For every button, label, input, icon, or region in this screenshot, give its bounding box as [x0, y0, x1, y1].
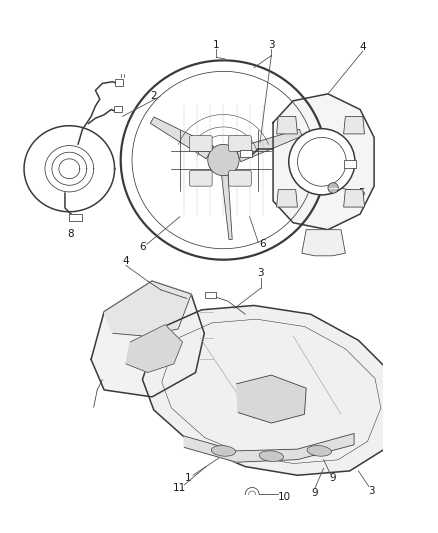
Polygon shape [236, 130, 302, 161]
Text: 3: 3 [368, 486, 375, 496]
Circle shape [328, 183, 339, 193]
Polygon shape [91, 281, 204, 397]
FancyBboxPatch shape [115, 79, 124, 86]
Polygon shape [237, 375, 306, 423]
Polygon shape [276, 117, 297, 134]
Polygon shape [344, 190, 364, 207]
FancyBboxPatch shape [344, 160, 356, 168]
FancyBboxPatch shape [240, 150, 252, 157]
Text: 9: 9 [329, 473, 336, 483]
Text: 10: 10 [278, 492, 291, 502]
Polygon shape [150, 117, 213, 159]
Polygon shape [302, 230, 345, 256]
Text: 1: 1 [213, 40, 220, 50]
Polygon shape [142, 305, 400, 475]
Text: 4: 4 [123, 256, 129, 266]
Text: 5: 5 [358, 188, 364, 198]
Polygon shape [222, 175, 232, 240]
Circle shape [208, 144, 239, 176]
Ellipse shape [307, 446, 332, 456]
FancyBboxPatch shape [190, 136, 212, 151]
Text: 2: 2 [151, 92, 157, 101]
Text: 6: 6 [139, 243, 146, 253]
Polygon shape [273, 94, 374, 230]
Polygon shape [184, 433, 354, 462]
FancyBboxPatch shape [229, 136, 251, 151]
FancyBboxPatch shape [114, 106, 123, 112]
Text: 3: 3 [268, 40, 275, 50]
Polygon shape [104, 281, 191, 336]
Text: 6: 6 [259, 239, 266, 249]
Text: 3: 3 [258, 268, 264, 278]
Ellipse shape [259, 451, 283, 462]
Ellipse shape [211, 446, 236, 456]
Text: 8: 8 [68, 229, 74, 239]
FancyBboxPatch shape [416, 407, 430, 417]
Polygon shape [126, 325, 183, 373]
Polygon shape [276, 190, 297, 207]
Text: 1: 1 [185, 473, 192, 483]
FancyBboxPatch shape [69, 214, 81, 221]
FancyBboxPatch shape [229, 171, 251, 186]
FancyBboxPatch shape [190, 171, 212, 186]
Text: 9: 9 [311, 488, 318, 498]
FancyBboxPatch shape [205, 293, 215, 298]
Circle shape [289, 128, 355, 195]
Polygon shape [344, 117, 364, 134]
Text: 4: 4 [360, 42, 366, 52]
Text: 11: 11 [173, 483, 187, 494]
